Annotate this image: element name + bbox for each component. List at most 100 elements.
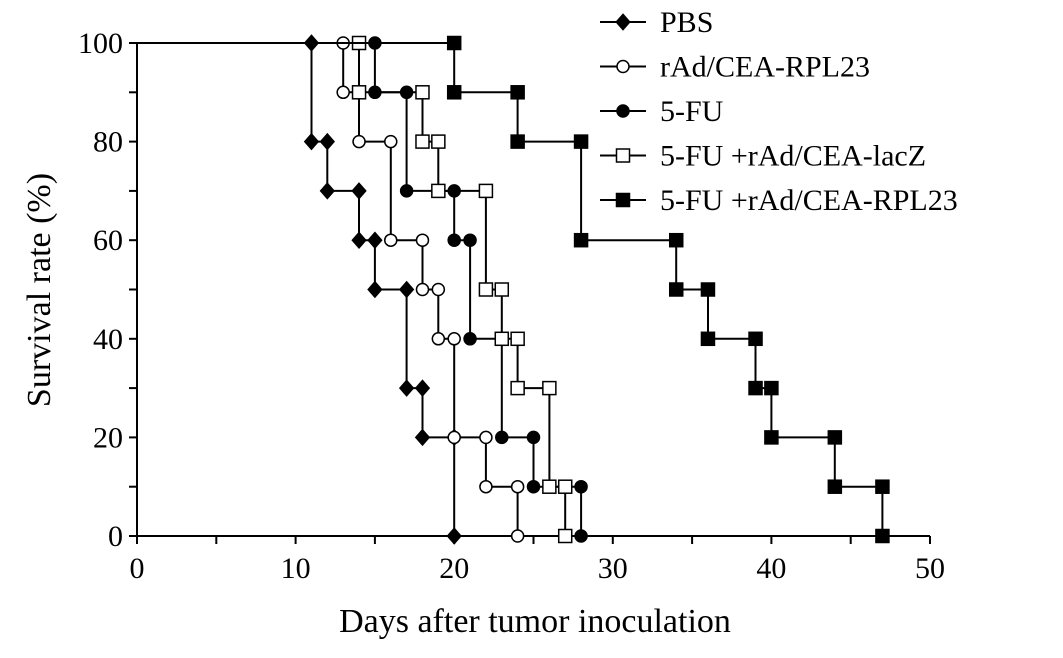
data-point [351,182,367,200]
legend-marker [616,59,630,74]
data-point [351,85,367,100]
y-tick-label: 100 [78,27,123,60]
data-point [398,379,415,397]
series-5 [137,35,890,544]
data-point [415,134,430,149]
x-tick-label: 40 [756,552,786,585]
data-point [479,430,493,445]
data-point [431,282,446,297]
data-point [414,379,431,397]
data-point [748,380,763,396]
data-point [367,231,383,249]
series-layer [137,34,890,545]
data-point [510,85,525,100]
data-point [431,134,446,149]
data-point [415,233,430,247]
data-point [431,332,446,346]
legend-label: 5-FU +rAd/CEA-lacZ [660,140,926,173]
data-point [510,380,525,396]
data-point [415,282,430,297]
data-point [510,479,525,494]
data-point [574,479,588,494]
data-point [526,430,541,445]
data-point [303,132,320,151]
data-point [478,282,494,297]
data-point [384,233,398,247]
x-tick-label: 50 [915,552,945,585]
data-point [700,331,716,347]
data-point [446,527,462,545]
data-point [510,529,525,543]
data-point [336,85,350,100]
series-2 [137,36,525,543]
data-point [398,280,415,299]
x-tick-label: 10 [281,552,311,585]
data-point [668,282,684,297]
y-axis-title: Survival rate (%) [21,173,58,407]
data-point [494,331,510,347]
legend: PBS rAd/CEA-RPL23 5-FU 5-FU +rAd/CEA-lacZ 5-… [600,6,958,217]
legend-marker [615,13,631,31]
data-point [399,184,414,198]
legend-marker [616,104,630,118]
series-3 [137,36,588,543]
legend-item: 5-FU +rAd/CEA-RPL23 [600,184,958,217]
data-point [414,428,431,447]
data-point [875,528,890,544]
data-point [479,479,493,494]
data-point [447,332,461,346]
legend-label: 5-FU [660,95,724,128]
data-point [764,430,779,445]
axes: 0 10 20 30 40 50 0 20 40 60 80 100 [78,27,945,585]
x-tick-label: 30 [598,552,628,585]
data-point [542,380,557,396]
legend-item: 5-FU [600,95,724,128]
data-point [495,430,509,445]
data-point [510,134,525,149]
data-point [827,479,843,494]
data-point [478,183,494,199]
legend-marker [615,148,631,163]
y-tick-label: 20 [93,421,123,454]
data-point [384,134,398,149]
y-tick-label: 80 [93,126,123,159]
data-point [542,479,557,494]
data-point [574,529,588,543]
y-tick-label: 0 [108,520,123,553]
data-point [557,528,573,544]
data-point [446,35,462,51]
data-point [573,134,589,149]
data-point [700,282,716,297]
x-tick-label: 20 [439,552,469,585]
data-point [352,134,366,149]
legend-item: rAd/CEA-RPL23 [600,51,870,84]
legend-label: rAd/CEA-RPL23 [660,51,870,84]
data-point [463,233,477,247]
data-point [748,331,763,347]
data-point [875,479,890,494]
legend-item: PBS [600,6,713,39]
series-line [137,42,519,536]
data-point [494,282,510,297]
data-point [319,182,335,200]
x-axis-title: Days after tumor inoculation [339,603,731,640]
data-point [764,380,779,396]
data-point [367,280,383,299]
legend-item: 5-FU +rAd/CEA-lacZ [600,140,926,173]
data-point [526,479,541,494]
series-line [137,42,884,536]
series-1 [137,34,462,545]
x-tick-label: 0 [130,552,145,585]
y-tick-label: 60 [93,224,123,257]
data-point [447,430,461,445]
data-point [351,231,367,249]
data-point [415,85,430,100]
data-point [431,183,446,199]
y-tick-label: 40 [93,323,123,356]
data-point [668,232,684,248]
data-point [446,85,462,100]
legend-label: PBS [660,6,713,39]
series-4 [137,35,573,544]
